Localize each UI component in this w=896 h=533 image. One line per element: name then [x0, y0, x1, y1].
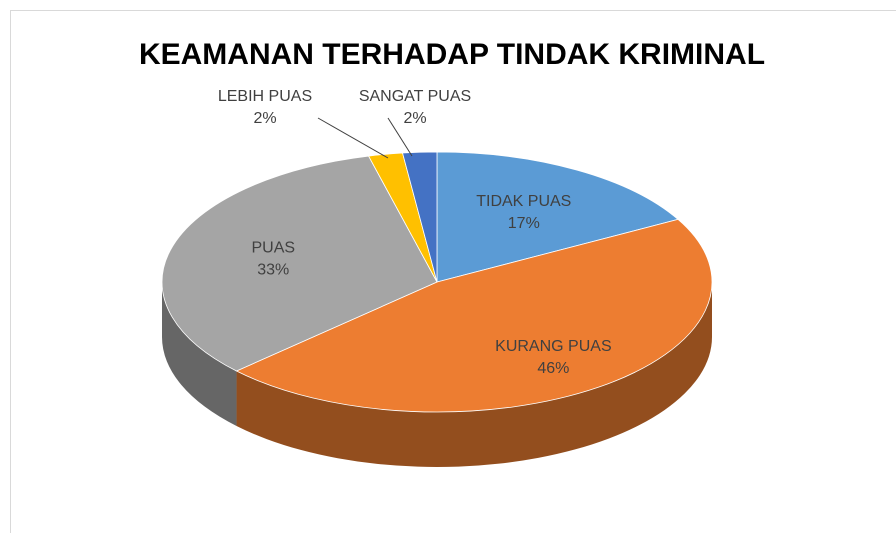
chart-title: KEAMANAN TERHADAP TINDAK KRIMINAL — [139, 38, 765, 71]
slice-side — [162, 282, 237, 426]
data-label-name: PUAS — [251, 240, 295, 257]
data-label-value: 46% — [537, 360, 569, 377]
slice-side — [236, 282, 712, 467]
slice — [402, 151, 438, 283]
data-label-value: 2% — [253, 110, 276, 127]
slice — [235, 218, 713, 413]
data-label-name: TIDAK PUAS — [476, 193, 571, 210]
data-label-name: LEBIH PUAS — [218, 88, 312, 105]
data-label-value: 17% — [508, 215, 540, 232]
data-label-value: 2% — [403, 110, 426, 127]
data-label-name: KURANG PUAS — [495, 338, 611, 355]
slice — [436, 151, 679, 283]
leader-line — [387, 117, 413, 157]
leader-line — [317, 117, 389, 159]
data-label-name: SANGAT PUAS — [359, 88, 471, 105]
data-label-value: 33% — [257, 262, 289, 279]
slice — [161, 155, 438, 372]
